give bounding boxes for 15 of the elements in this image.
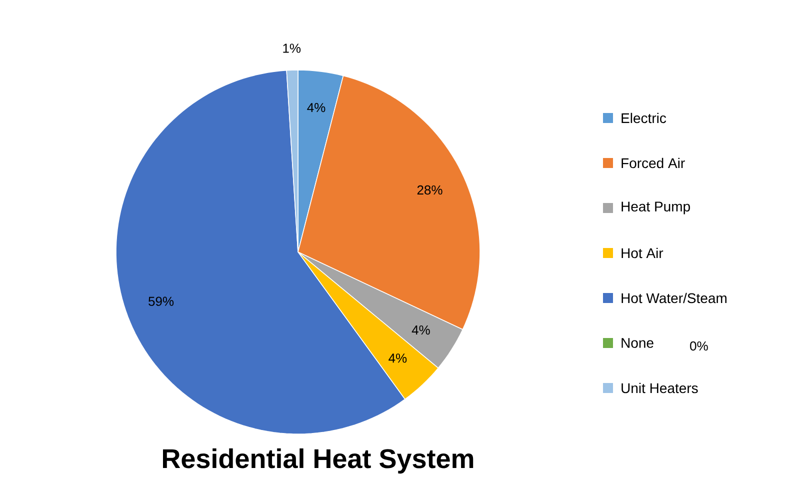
legend-label: Unit Heaters bbox=[622, 382, 698, 394]
legend-label: None bbox=[622, 338, 654, 348]
data-label: 1% bbox=[283, 44, 301, 53]
text: Residential Heat System bbox=[163, 448, 474, 474]
text: 0% bbox=[690, 341, 708, 351]
legend-label: Electric bbox=[622, 112, 666, 124]
data-label: 59% bbox=[148, 296, 174, 306]
legend-label: Heat Pump bbox=[622, 202, 690, 214]
data-label: 4% bbox=[307, 103, 326, 112]
data-label: 4% bbox=[412, 325, 430, 335]
data-label: 28% bbox=[417, 185, 442, 195]
data-label: 4% bbox=[388, 354, 407, 363]
legend-label: Hot Water/Steam bbox=[622, 292, 726, 304]
legend-label: Hot Air bbox=[622, 248, 664, 258]
legend-label: Forced Air bbox=[622, 158, 685, 168]
